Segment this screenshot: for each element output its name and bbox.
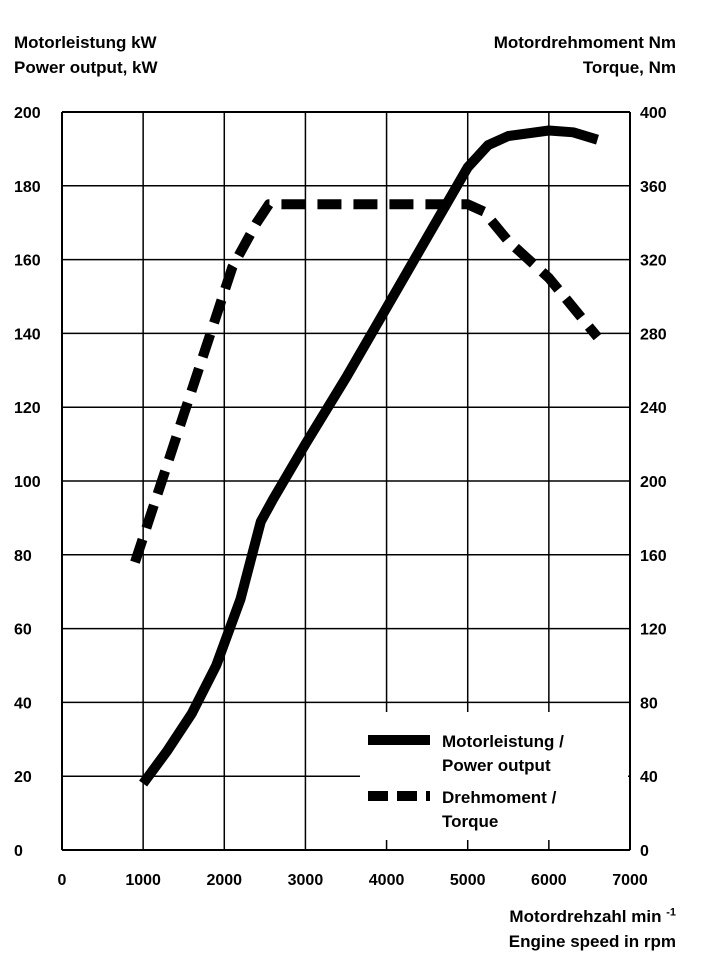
y-left-tick-label: 100 xyxy=(14,474,41,491)
right-axis-title-line1: Motordrehmoment Nm xyxy=(493,33,676,52)
y-left-tick-label: 180 xyxy=(14,179,41,196)
y-right-tick-label: 360 xyxy=(640,179,667,196)
x-tick-label: 0 xyxy=(58,872,67,889)
x-axis-title: Motordrehzahl min -1 Engine speed in rpm xyxy=(509,904,676,954)
legend-label-line1: Drehmoment / xyxy=(442,788,557,807)
x-axis-title-sup: -1 xyxy=(666,906,676,919)
y-right-tick-label: 80 xyxy=(640,695,658,712)
left-axis-title-line1: Motorleistung kW xyxy=(14,33,157,52)
y-left-tick-label: 160 xyxy=(14,253,41,270)
y-right-tick-label: 400 xyxy=(640,105,667,122)
y-left-tick-label: 140 xyxy=(14,326,41,343)
y-right-tick-label: 280 xyxy=(640,326,667,343)
y-left-tick-label: 20 xyxy=(14,769,32,786)
y-left-tick-label: 60 xyxy=(14,622,32,639)
right-axis-title-line2: Torque, Nm xyxy=(582,58,676,77)
left-axis-title-line2: Power output, kW xyxy=(14,58,158,77)
left-axis-title: Motorleistung kW Power output, kW xyxy=(14,30,158,80)
grid xyxy=(61,111,631,851)
x-tick-label: 7000 xyxy=(612,872,648,889)
right-axis-title: Motordrehmoment Nm Torque, Nm xyxy=(494,30,676,80)
x-tick-label: 6000 xyxy=(531,872,567,889)
y-left-tick-label: 0 xyxy=(14,843,23,860)
tick-labels: 0 1000 2000 3000 4000 5000 6000 700002040608010… xyxy=(14,105,667,889)
legend-background xyxy=(360,712,628,840)
x-tick-label: 2000 xyxy=(206,872,242,889)
x-tick-label: 3000 xyxy=(288,872,324,889)
y-left-tick-label: 200 xyxy=(14,105,41,122)
x-axis-title-line1: Motordrehzahl min -1 xyxy=(509,904,676,929)
y-right-tick-label: 0 xyxy=(640,843,649,860)
y-left-tick-label: 120 xyxy=(14,400,41,417)
x-tick-label: 4000 xyxy=(369,872,405,889)
legend-label-line2: Power output xyxy=(442,756,551,775)
legend-label-line2: Torque xyxy=(442,812,498,831)
y-right-tick-label: 240 xyxy=(640,400,667,417)
y-right-tick-label: 320 xyxy=(640,253,667,270)
y-left-tick-label: 80 xyxy=(14,548,32,565)
legend-label-line1: Motorleistung / xyxy=(442,732,564,751)
series-lines xyxy=(130,125,602,787)
y-right-tick-label: 160 xyxy=(640,548,667,565)
y-right-tick-label: 200 xyxy=(640,474,667,491)
x-tick-label: 1000 xyxy=(125,872,161,889)
torque-series-line xyxy=(130,199,602,564)
x-tick-label: 5000 xyxy=(450,872,486,889)
x-axis-title-text: Motordrehzahl min xyxy=(509,907,662,926)
x-axis-title-line2: Engine speed in rpm xyxy=(508,932,676,951)
legend: Motorleistung / Power output Drehmoment / T… xyxy=(360,712,628,840)
y-right-tick-label: 120 xyxy=(640,622,667,639)
power-series-line xyxy=(139,125,599,787)
y-right-tick-label: 40 xyxy=(640,769,658,786)
y-left-tick-label: 40 xyxy=(14,695,32,712)
